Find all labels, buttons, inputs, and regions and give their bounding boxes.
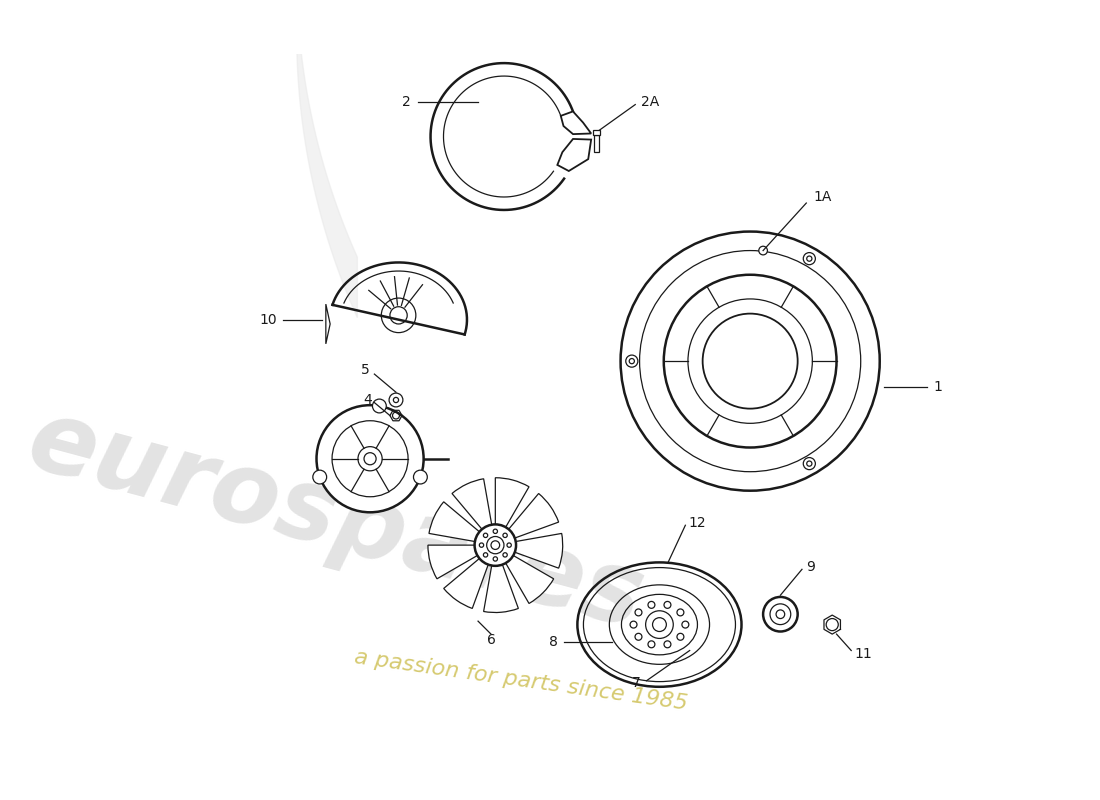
- Circle shape: [486, 537, 504, 554]
- Wedge shape: [452, 478, 495, 545]
- Text: 5: 5: [361, 362, 370, 377]
- Wedge shape: [495, 534, 563, 568]
- Bar: [594, 135, 598, 152]
- Circle shape: [317, 405, 424, 512]
- Circle shape: [646, 610, 673, 638]
- Circle shape: [358, 446, 382, 471]
- Wedge shape: [429, 502, 495, 545]
- Wedge shape: [443, 545, 495, 609]
- Text: 6: 6: [486, 633, 495, 647]
- Circle shape: [312, 470, 327, 484]
- Text: 4: 4: [363, 393, 372, 407]
- Text: 11: 11: [855, 647, 872, 661]
- Circle shape: [763, 597, 798, 631]
- Text: 1: 1: [933, 380, 943, 394]
- Wedge shape: [495, 478, 529, 545]
- Wedge shape: [495, 494, 559, 545]
- Polygon shape: [297, 0, 1100, 318]
- Text: a passion for parts since 1985: a passion for parts since 1985: [353, 647, 690, 714]
- Circle shape: [626, 355, 638, 367]
- Text: 1A: 1A: [813, 190, 832, 204]
- Circle shape: [803, 253, 815, 265]
- Circle shape: [474, 524, 516, 566]
- Text: 2: 2: [402, 95, 410, 109]
- Circle shape: [803, 458, 815, 470]
- Polygon shape: [558, 139, 591, 171]
- Text: 12: 12: [688, 516, 705, 530]
- Circle shape: [759, 246, 768, 255]
- Circle shape: [389, 393, 403, 407]
- Text: 8: 8: [549, 635, 558, 649]
- Circle shape: [373, 399, 386, 413]
- Polygon shape: [326, 304, 330, 344]
- Wedge shape: [495, 545, 553, 603]
- Text: 10: 10: [258, 313, 276, 326]
- Circle shape: [382, 298, 416, 333]
- Circle shape: [414, 470, 427, 484]
- Text: 9: 9: [806, 560, 815, 574]
- Text: 7: 7: [631, 676, 640, 690]
- Bar: [593, 130, 600, 135]
- Text: 2A: 2A: [641, 95, 660, 109]
- Polygon shape: [561, 111, 591, 134]
- Wedge shape: [484, 545, 518, 613]
- Wedge shape: [428, 545, 495, 579]
- Text: eurospares: eurospares: [18, 392, 653, 650]
